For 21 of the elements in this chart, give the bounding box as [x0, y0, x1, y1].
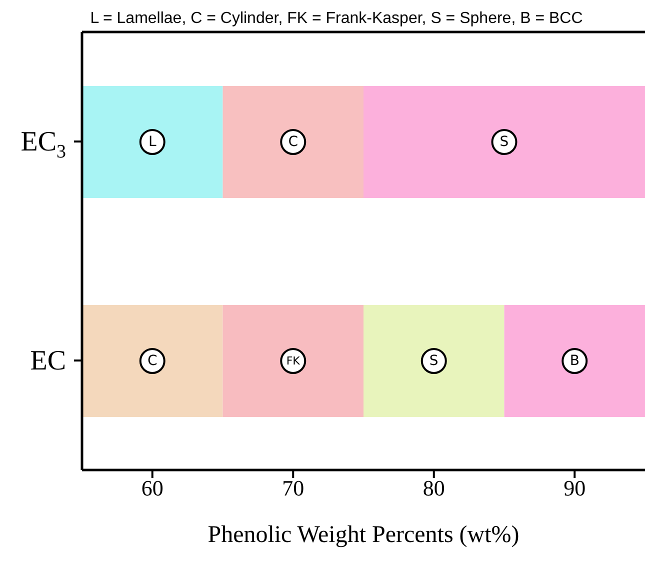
- bar: [364, 305, 504, 417]
- x-tick-label: 90: [564, 476, 586, 501]
- data-label: L: [148, 134, 156, 150]
- bar: [82, 305, 223, 417]
- bar: [222, 305, 364, 417]
- data-label: C: [288, 134, 298, 150]
- bar: [82, 86, 223, 198]
- x-tick-label: 70: [282, 476, 304, 501]
- data-label: C: [147, 353, 158, 369]
- x-tick-label: 80: [422, 476, 445, 501]
- bar: [504, 305, 645, 417]
- chart-title: L = Lamellae, C = Cylinder, FK = Frank-Kasper, S = Sphere, B = BCC: [89, 9, 584, 29]
- data-label: S: [500, 134, 509, 150]
- bar: [222, 86, 364, 198]
- data-label: FK: [286, 354, 301, 368]
- x-axis-title: Phenolic Weight Percents (wt%): [208, 522, 520, 548]
- data-label: S: [429, 353, 438, 369]
- y-tick-label: EC: [30, 345, 66, 376]
- x-tick-label: 60: [141, 476, 164, 501]
- data-label: B: [570, 353, 580, 369]
- y-tick-label: EC$_{3}$: [20, 126, 66, 162]
